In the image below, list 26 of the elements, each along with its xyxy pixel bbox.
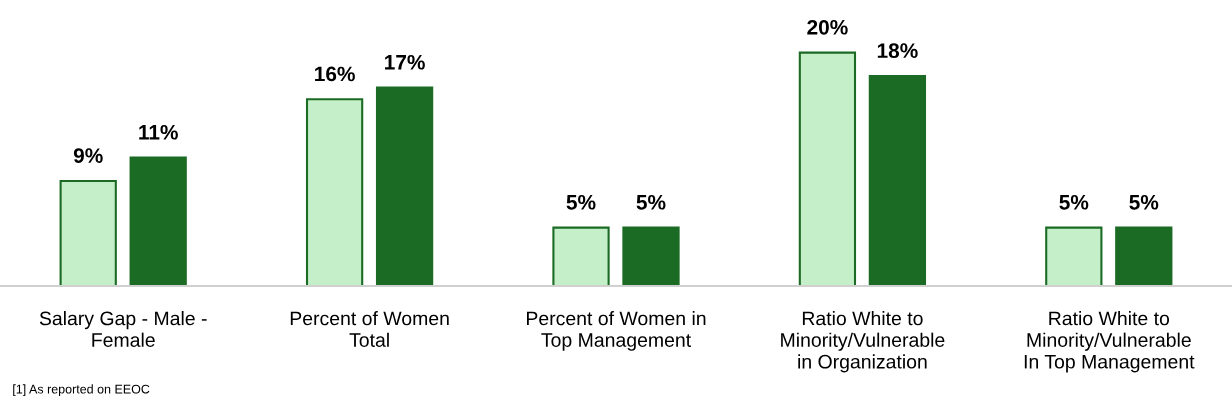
bar [375, 86, 434, 286]
data-label: 5% [1059, 194, 1089, 210]
data-label: 9% [73, 148, 103, 163]
data-label: 5% [636, 194, 666, 210]
x-tick-label: Percent of Women in Top Management [526, 311, 706, 351]
x-tick-label: Salary Gap - Male - Female [39, 311, 207, 347]
data-label: 5% [1129, 194, 1159, 210]
x-tick-label: Ratio White to Minority/Vulnerable In Top Management [1024, 311, 1195, 373]
data-label: 17% [385, 54, 425, 70]
bar [129, 156, 187, 286]
text: [1] As reported on EEOC [13, 384, 150, 396]
data-label: 20% [807, 19, 848, 35]
bar [868, 74, 927, 286]
bar [59, 179, 117, 286]
bar [305, 98, 364, 286]
bar [552, 226, 610, 286]
x-tick-label: Ratio White to Minority/Vulnerable in Organization [781, 311, 945, 373]
bar [1045, 226, 1103, 286]
data-label: 18% [877, 43, 918, 58]
data-label: 16% [315, 66, 355, 82]
data-label: 5% [566, 194, 596, 210]
x-tick-label: Percent of Women Total [290, 311, 449, 347]
bar [798, 51, 857, 286]
bar [1115, 226, 1173, 286]
data-label: 11% [139, 124, 178, 140]
bar [622, 226, 680, 286]
